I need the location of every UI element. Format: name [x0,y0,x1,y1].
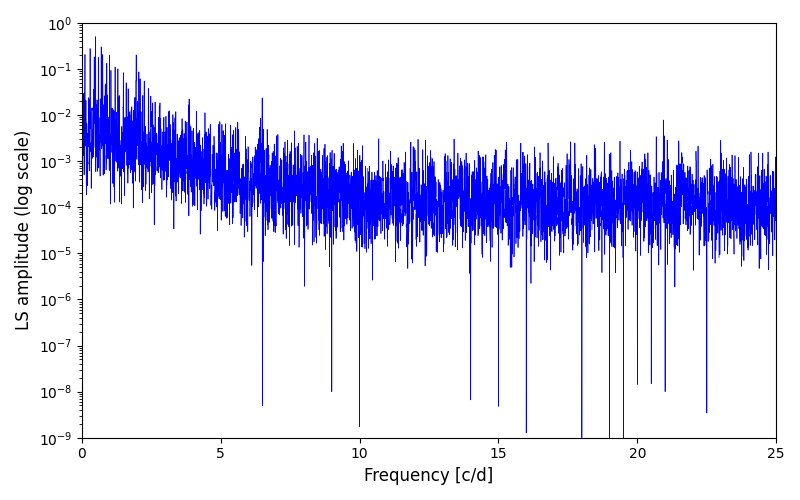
X-axis label: Frequency [c/d]: Frequency [c/d] [364,467,494,485]
Y-axis label: LS amplitude (log scale): LS amplitude (log scale) [15,130,33,330]
